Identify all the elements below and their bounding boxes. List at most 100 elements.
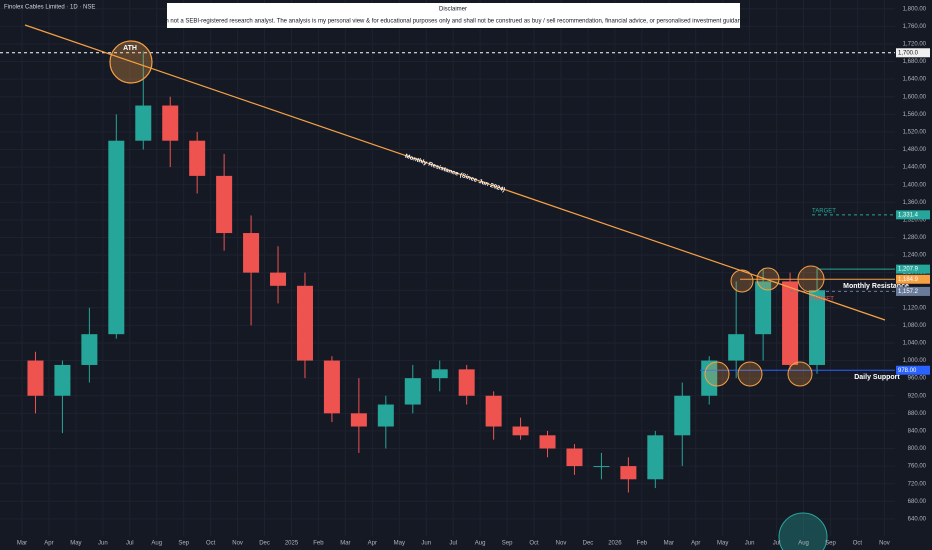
- y-tick-label: 1,280.00: [903, 235, 927, 241]
- chart-title: Finolex Cables Limited · 1D · NSE: [4, 5, 95, 11]
- candle-body: [431, 369, 448, 379]
- x-tick-label: Apr: [44, 541, 53, 547]
- x-tick-label: Feb: [313, 541, 324, 547]
- x-tick-label: Nov: [556, 541, 567, 547]
- price-tag-label: 1,207.9: [898, 267, 919, 273]
- resistance-label: Monthly Resistance: [843, 283, 909, 290]
- x-tick-label: Feb: [637, 541, 648, 547]
- candle-body: [377, 404, 394, 427]
- candle-body: [27, 360, 44, 396]
- x-tick-label: Oct: [206, 541, 216, 547]
- y-tick-label: 1,120.00: [903, 305, 927, 311]
- x-tick-label: 2025: [285, 541, 299, 547]
- grid: [0, 0, 895, 536]
- price-tag-label: 1,157.2: [898, 289, 919, 295]
- support-circle: [704, 361, 730, 387]
- x-tick-label: Jul: [773, 541, 781, 547]
- candle-body: [243, 233, 260, 273]
- y-tick-label: 840.00: [908, 428, 927, 434]
- candle-body: [270, 272, 287, 286]
- price-tag-label: 978.00: [898, 368, 917, 374]
- x-tick-label: Dec: [259, 541, 270, 547]
- x-tick-label: Oct: [529, 541, 539, 547]
- y-tick-label: 1,680.00: [903, 59, 927, 65]
- candle-body: [350, 413, 367, 427]
- y-tick-label: 920.00: [908, 393, 927, 399]
- disclaimer-title: Disclaimer: [439, 7, 467, 13]
- y-tick-label: 720.00: [908, 481, 927, 487]
- candle-body: [189, 140, 206, 176]
- candle-body: [620, 466, 637, 480]
- x-tick-label: Mar: [664, 541, 674, 547]
- candle-body: [404, 378, 421, 405]
- target-label: TARGET: [810, 297, 834, 303]
- y-tick-label: 1,240.00: [903, 253, 927, 259]
- y-tick-label: 1,320.00: [903, 217, 927, 223]
- x-tick-label: Sep: [825, 541, 836, 547]
- candle-body: [54, 364, 71, 396]
- x-tick-label: Dec: [583, 541, 594, 547]
- candle-body: [323, 360, 340, 414]
- x-tick-label: Sep: [502, 541, 513, 547]
- y-tick-label: 1,040.00: [903, 341, 927, 347]
- candle-body: [458, 369, 475, 396]
- x-tick-label: Apr: [691, 541, 700, 547]
- trendline: [24, 24, 886, 321]
- y-tick-label: 960.00: [908, 376, 927, 382]
- x-tick-label: Apr: [368, 541, 377, 547]
- x-tick-label: Aug: [798, 541, 809, 547]
- y-tick-label: 1,080.00: [903, 323, 927, 329]
- candle-body: [755, 281, 772, 335]
- candle-body: [728, 334, 745, 361]
- disclaimer-box: [167, 3, 740, 28]
- candle-body: [81, 334, 98, 365]
- price-tag-label: 1,331.4: [898, 212, 919, 218]
- support-circle: [737, 361, 763, 387]
- price-tag: [896, 210, 930, 220]
- x-tick-label: Sep: [178, 541, 189, 547]
- resistance-circle: [730, 269, 754, 293]
- resistance-circle: [756, 267, 780, 291]
- x-tick-label: Jul: [449, 541, 457, 547]
- y-tick-label: 680.00: [908, 499, 927, 505]
- candle-body: [512, 426, 529, 436]
- candle-body: [296, 285, 313, 361]
- x-tick-label: May: [70, 541, 81, 547]
- candle-body: [593, 466, 610, 468]
- x-tick-label: Nov: [879, 541, 890, 547]
- y-tick-label: 1,720.00: [903, 42, 927, 48]
- price-tag: [896, 365, 930, 375]
- ath-circle: [109, 40, 153, 84]
- x-tick-label: Oct: [853, 541, 863, 547]
- candle-body: [162, 105, 179, 141]
- candle-body: [108, 140, 125, 335]
- y-tick-label: 1,800.00: [903, 6, 927, 12]
- y-tick-label: 1,480.00: [903, 147, 927, 153]
- ath-label: ATH: [123, 45, 137, 52]
- x-tick-label: Mar: [340, 541, 350, 547]
- x-tick-label: Jun: [421, 541, 431, 547]
- price-axis: 1,800.00 1,760.00 1,720.00 1,680.00 1,640.00…: [17, 6, 930, 547]
- disclaimer-text: I am not a SEBI-registered research anal…: [157, 19, 749, 25]
- y-tick-label: 1,360.00: [903, 200, 927, 206]
- x-tick-label: 2026: [608, 541, 622, 547]
- y-tick-label: 640.00: [908, 516, 927, 522]
- candle-body: [216, 175, 233, 234]
- candle-body: [674, 395, 691, 436]
- y-tick-label: 1,440.00: [903, 165, 927, 171]
- price-tag: [896, 264, 930, 274]
- x-tick-label: Jul: [126, 541, 134, 547]
- y-tick-label: 1,760.00: [903, 24, 927, 30]
- support-circle: [787, 361, 813, 387]
- candle-body: [809, 290, 826, 365]
- x-tick-label: Jun: [98, 541, 108, 547]
- resistance-circle: [797, 265, 825, 293]
- candle-body: [539, 435, 556, 449]
- target-label: TARGET: [812, 209, 836, 215]
- y-tick-label: 1,640.00: [903, 77, 927, 83]
- support-label: Daily Support: [854, 374, 900, 381]
- y-tick-label: 760.00: [908, 464, 927, 470]
- y-tick-label: 1,560.00: [903, 112, 927, 118]
